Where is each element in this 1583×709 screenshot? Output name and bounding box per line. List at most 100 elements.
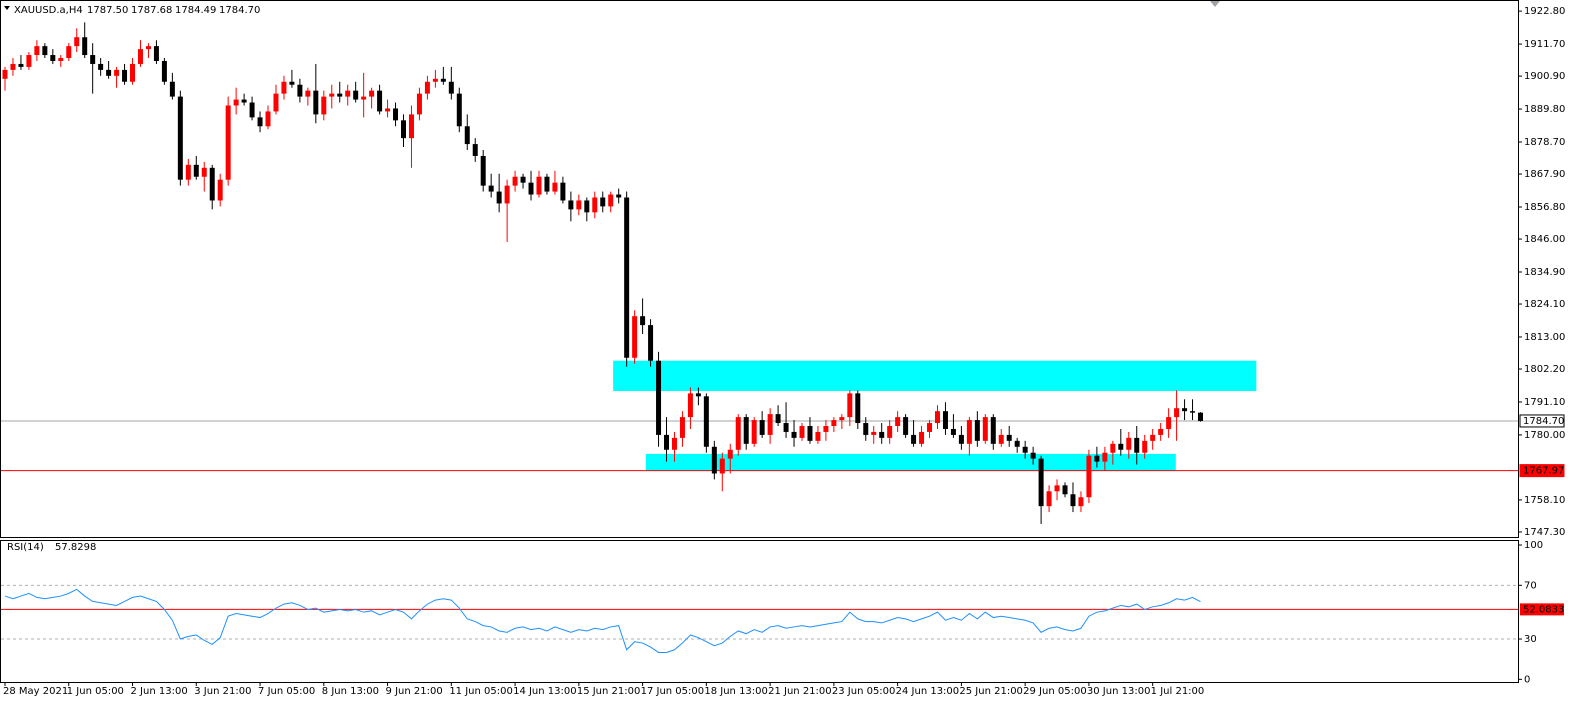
x-tick-label: 17 Jun 05:00 bbox=[641, 686, 705, 697]
candle-body bbox=[847, 393, 853, 418]
candle-body bbox=[1022, 446, 1028, 453]
y-tick-label: 1834.90 bbox=[1524, 267, 1565, 278]
y-tick-label: 1780.00 bbox=[1524, 430, 1565, 441]
candle-body bbox=[393, 108, 399, 121]
candle-body bbox=[432, 78, 438, 82]
y-tick-label: 1900.90 bbox=[1524, 71, 1565, 82]
candle-body bbox=[353, 90, 359, 100]
candle-body bbox=[990, 417, 996, 444]
y-tick-label: 100 bbox=[1524, 540, 1543, 551]
candle-body bbox=[711, 446, 717, 474]
candle-body bbox=[520, 176, 526, 183]
candle-body bbox=[671, 437, 677, 450]
candle-body bbox=[329, 93, 335, 97]
candle-body bbox=[177, 96, 183, 180]
x-tick-label: 23 Jun 05:00 bbox=[832, 686, 896, 697]
rsi-line bbox=[4, 588, 1201, 653]
candle-body bbox=[42, 46, 48, 56]
zone bbox=[613, 360, 1257, 391]
candle-body bbox=[161, 60, 167, 82]
y-tick-label: 30 bbox=[1524, 634, 1537, 645]
candle-body bbox=[1030, 452, 1036, 459]
candle-body bbox=[257, 117, 263, 127]
candle-body bbox=[1054, 485, 1060, 492]
x-tick-label: 29 Jun 05:00 bbox=[1023, 686, 1087, 697]
candle-body bbox=[1150, 434, 1156, 441]
candle-body bbox=[249, 102, 255, 118]
candle-body bbox=[919, 431, 925, 444]
candle-body bbox=[1174, 408, 1180, 418]
candle-body bbox=[624, 197, 630, 358]
x-tick-label: 1 Jul 21:00 bbox=[1151, 686, 1205, 697]
x-tick-label: 24 Jun 13:00 bbox=[896, 686, 960, 697]
candle-body bbox=[233, 99, 239, 106]
candle-body bbox=[879, 431, 885, 438]
candle-body bbox=[10, 63, 16, 70]
candle-body bbox=[759, 420, 765, 435]
price-label-box bbox=[1519, 414, 1565, 428]
candle-body bbox=[137, 49, 143, 64]
candle-body bbox=[58, 58, 64, 61]
candle-body bbox=[321, 96, 327, 115]
candle-body bbox=[1126, 437, 1132, 450]
candle-body bbox=[568, 200, 574, 210]
candle-body bbox=[903, 417, 909, 435]
candle-body bbox=[895, 417, 901, 427]
x-tick-label: 9 Jun 21:00 bbox=[386, 686, 443, 697]
candle-body bbox=[424, 81, 430, 94]
shift-marker bbox=[1210, 1, 1220, 7]
candle-body bbox=[106, 69, 112, 76]
candle-body bbox=[1134, 437, 1140, 453]
candle-body bbox=[584, 200, 590, 213]
candle-body bbox=[1086, 455, 1092, 498]
candle-body bbox=[416, 93, 422, 115]
x-tick-label: 30 Jun 13:00 bbox=[1087, 686, 1151, 697]
candle-body bbox=[608, 194, 614, 207]
candle-body bbox=[488, 185, 494, 192]
header-close: 1784.70 bbox=[219, 5, 260, 16]
candle-body bbox=[974, 420, 980, 441]
x-tick-label: 3 Jun 21:00 bbox=[194, 686, 251, 697]
candle-body bbox=[241, 99, 247, 103]
header-open: 1787.50 bbox=[87, 5, 128, 16]
candle-body bbox=[98, 63, 104, 70]
candle-body bbox=[145, 46, 151, 50]
y-tick-label: 70 bbox=[1524, 580, 1537, 591]
x-tick-label: 15 Jun 21:00 bbox=[577, 686, 641, 697]
candle-body bbox=[448, 81, 454, 94]
symbol: XAUUSD.a,H4 bbox=[14, 5, 83, 16]
candle-body bbox=[1190, 411, 1196, 413]
y-tick-label: 1911.70 bbox=[1524, 39, 1565, 50]
candle-body bbox=[193, 164, 199, 177]
candle-body bbox=[504, 185, 510, 204]
candle-body bbox=[807, 426, 813, 441]
x-tick-label: 25 Jun 21:00 bbox=[959, 686, 1023, 697]
y-tick-label: 1824.10 bbox=[1524, 299, 1565, 310]
candle-body bbox=[265, 111, 271, 127]
candle-body bbox=[648, 325, 654, 361]
candle-body bbox=[297, 84, 303, 97]
price-label: 1784.70 bbox=[1523, 416, 1564, 427]
x-tick-label: 1 Jun 05:00 bbox=[67, 686, 124, 697]
candle-body bbox=[281, 81, 287, 94]
x-tick-label: 7 Jun 05:00 bbox=[258, 686, 315, 697]
price-pane bbox=[0, 0, 1519, 538]
candle-body bbox=[1038, 458, 1044, 507]
x-tick-label: 11 Jun 05:00 bbox=[449, 686, 513, 697]
price-label-box bbox=[1519, 464, 1565, 478]
candle-body bbox=[345, 90, 351, 97]
candle-body bbox=[130, 63, 136, 82]
x-tick-label: 21 Jun 21:00 bbox=[768, 686, 832, 697]
candle-body bbox=[871, 431, 877, 435]
candle-body bbox=[815, 431, 821, 441]
y-tick-label: 1747.30 bbox=[1524, 527, 1565, 538]
rsi-label-box bbox=[1520, 603, 1564, 616]
candle-body bbox=[616, 194, 622, 198]
candle-body bbox=[640, 316, 646, 326]
candle-body bbox=[560, 182, 566, 201]
candle-body bbox=[775, 414, 781, 424]
candle-body bbox=[863, 423, 869, 435]
candle-body bbox=[966, 420, 972, 444]
candle-body bbox=[1102, 452, 1108, 462]
